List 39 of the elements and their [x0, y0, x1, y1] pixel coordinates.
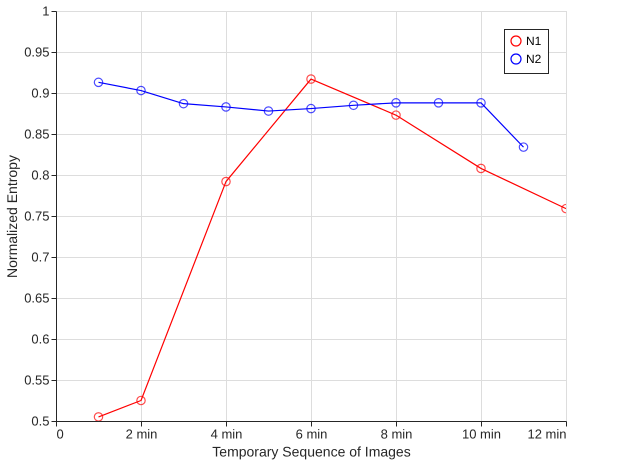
y-tick-label: 0.55: [24, 372, 50, 388]
point: [434, 98, 444, 108]
y-tick-label: 1: [42, 4, 50, 18]
y-tick-label: 0.9: [31, 86, 50, 100]
point: [348, 100, 358, 110]
point: [221, 102, 231, 112]
point: [221, 176, 231, 186]
point: [178, 98, 188, 108]
x-axis-title: Temporary Sequence of Images: [212, 444, 411, 460]
x-tick-label: 0: [56, 426, 64, 442]
y-tick-label: 0.75: [24, 208, 50, 224]
y-tick-label: 0.6: [31, 332, 50, 346]
y-tick-label: 0.8: [31, 168, 50, 182]
y-tick-label: 0.95: [24, 44, 50, 60]
point: [136, 396, 146, 406]
x-tick-label: 10 min: [462, 426, 502, 442]
y-axis-title: Normalized Entropy: [4, 155, 20, 278]
point: [136, 86, 146, 96]
legend-label: N1: [526, 34, 542, 48]
x-tick-label: 12 min: [527, 426, 566, 442]
y-tick-label: 0.7: [31, 250, 50, 264]
point: [94, 78, 104, 88]
x-tick-label: 6 min: [296, 426, 328, 442]
point: [391, 98, 401, 108]
point: [306, 74, 316, 84]
y-tick-label: 0.5: [31, 414, 50, 428]
x-tick-label: 8 min: [380, 426, 412, 442]
x-tick-label: 2 min: [126, 426, 158, 442]
point: [306, 104, 316, 114]
point: [476, 164, 486, 174]
point: [518, 142, 528, 152]
point: [391, 110, 401, 120]
point: [264, 106, 274, 116]
point: [476, 98, 486, 108]
point: [94, 412, 104, 421]
legend-label: N2: [526, 52, 542, 66]
y-tick-label: 0.65: [24, 290, 50, 306]
y-tick-label: 0.85: [24, 126, 50, 142]
x-tick-label: 4 min: [210, 426, 242, 442]
